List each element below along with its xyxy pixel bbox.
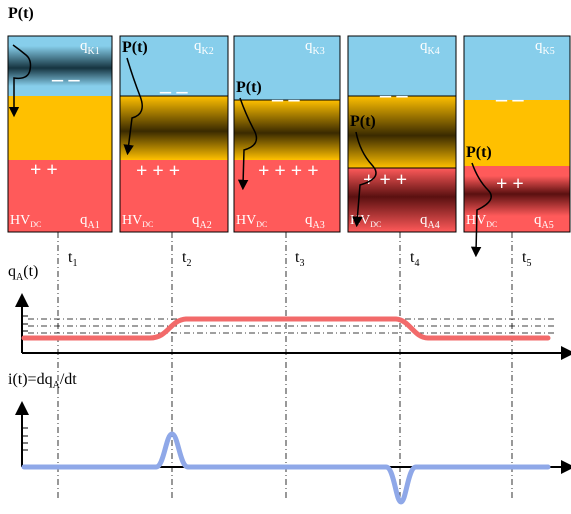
cathode-charge-label: qK2 [194, 38, 214, 57]
panel-1: – – + + qK1 HVDC qA1 P(t) [7, 5, 113, 233]
plus-signs: + + + + [258, 160, 319, 182]
minus-signs: – – [379, 82, 409, 107]
cathode-region [234, 36, 340, 100]
anode-charge-label: qA3 [305, 212, 325, 231]
panel-4: – – + + + qK4 HVDC qA4 P(t) [347, 35, 457, 233]
time-label-t3: t3 [295, 249, 304, 269]
i-trace [21, 431, 551, 505]
panel-frame [463, 35, 571, 233]
probe-arrow [470, 162, 492, 258]
anode-charge-label: qA4 [420, 212, 440, 231]
charge-zone [8, 46, 112, 86]
anode-charge-label: qA2 [192, 212, 212, 231]
gap-region [464, 100, 570, 166]
cathode-charge-label: qK3 [305, 38, 325, 57]
hv-dc-label: HVDC [122, 213, 153, 229]
minus-signs: – – [159, 78, 189, 103]
cathode-charge-label: qK5 [535, 38, 555, 57]
panel-3: – – + + + + qK3 HVDC qA3 P(t) [233, 35, 341, 233]
plus-signs: + + + [136, 160, 180, 182]
plus-signs: + + [30, 159, 58, 181]
panel-frame [233, 35, 341, 233]
probe-arrow [123, 57, 143, 156]
panel-frame [119, 35, 229, 233]
time-labels: t1 t2 t3 t4 t5 [68, 249, 531, 269]
probe-arrow [237, 97, 258, 191]
cathode-region [348, 36, 456, 96]
minus-signs: – – [495, 86, 525, 111]
anode-region [120, 160, 228, 232]
qa-trace [21, 316, 551, 341]
probe-label: P(t) [8, 5, 34, 22]
qa-axis-label: qA(t) [8, 263, 38, 283]
hv-dc-label: HVDC [236, 213, 267, 229]
anode-region [234, 160, 340, 232]
charge-zone [120, 96, 228, 160]
i-axis-label: i(t)=dqA/dt [8, 371, 77, 391]
time-label-t2: t2 [182, 249, 191, 269]
charge-zone [348, 168, 456, 232]
cathode-charge-label: qK4 [420, 38, 440, 57]
time-label-t1: t1 [68, 249, 77, 269]
probe-label: P(t) [122, 39, 148, 56]
panel-5: – – + + qK5 HVDC qA5 P(t) [463, 35, 571, 258]
probe-label: P(t) [350, 113, 376, 130]
panel-frame [7, 35, 113, 233]
anode-region [8, 160, 112, 232]
anode-charge-label: qA1 [80, 212, 100, 231]
time-label-t4: t4 [410, 249, 419, 269]
hv-dc-label: HVDC [10, 213, 41, 229]
anode-charge-label: qA5 [534, 212, 554, 231]
probe-label: P(t) [466, 144, 492, 161]
probe-arrow [8, 44, 32, 118]
plus-signs: + + [496, 173, 524, 195]
probe-arrow [352, 131, 377, 228]
gap-region [8, 96, 112, 160]
time-label-t5: t5 [522, 249, 531, 269]
i-plot: i(t)=dqA/dt [8, 371, 571, 505]
cathode-region [464, 36, 570, 100]
cathode-region [120, 36, 228, 96]
charge-zone [234, 100, 340, 160]
minus-signs: – – [51, 66, 81, 91]
qa-plot: qA(t) [8, 263, 571, 360]
plus-signs: + + + [363, 169, 407, 191]
time-markers [57, 232, 513, 500]
panel-2: – – + + + qK2 HVDC qA2 P(t) [119, 35, 229, 233]
cathode-charge-label: qK1 [80, 38, 100, 57]
minus-signs: – – [271, 86, 301, 111]
probe-label: P(t) [236, 79, 262, 96]
panel-frame [347, 35, 457, 233]
